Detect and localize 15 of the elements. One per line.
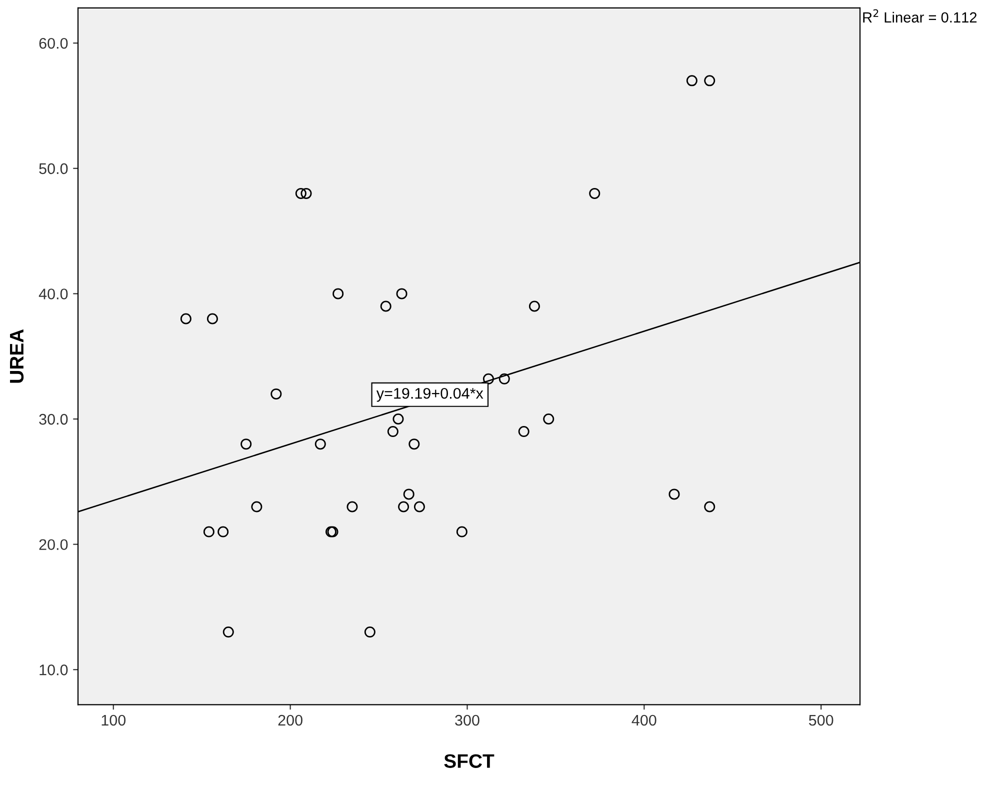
- y-tick-label: 60.0: [39, 38, 68, 49]
- text: R$^{2}$ Linear = 0.112: [863, 9, 977, 23]
- x-tick-label: 100: [102, 714, 126, 726]
- y-axis-title: UREA: [10, 329, 24, 383]
- y-tick-label: 50.0: [39, 163, 68, 174]
- y-tick-label: 40.0: [38, 288, 68, 300]
- annotation: y=19.19+0.04*x: [376, 388, 484, 402]
- y-tick-label: 20.0: [39, 539, 68, 550]
- x-tick-label: 500: [808, 714, 834, 726]
- y-tick-label: 30.0: [39, 414, 68, 425]
- x-tick-label: 200: [278, 714, 302, 726]
- x-axis-title: SFCT: [444, 754, 494, 768]
- x-tick-label: 400: [632, 714, 656, 726]
- x-tick-label: 300: [455, 714, 480, 726]
- y-tick-label: 10.0: [40, 664, 68, 676]
